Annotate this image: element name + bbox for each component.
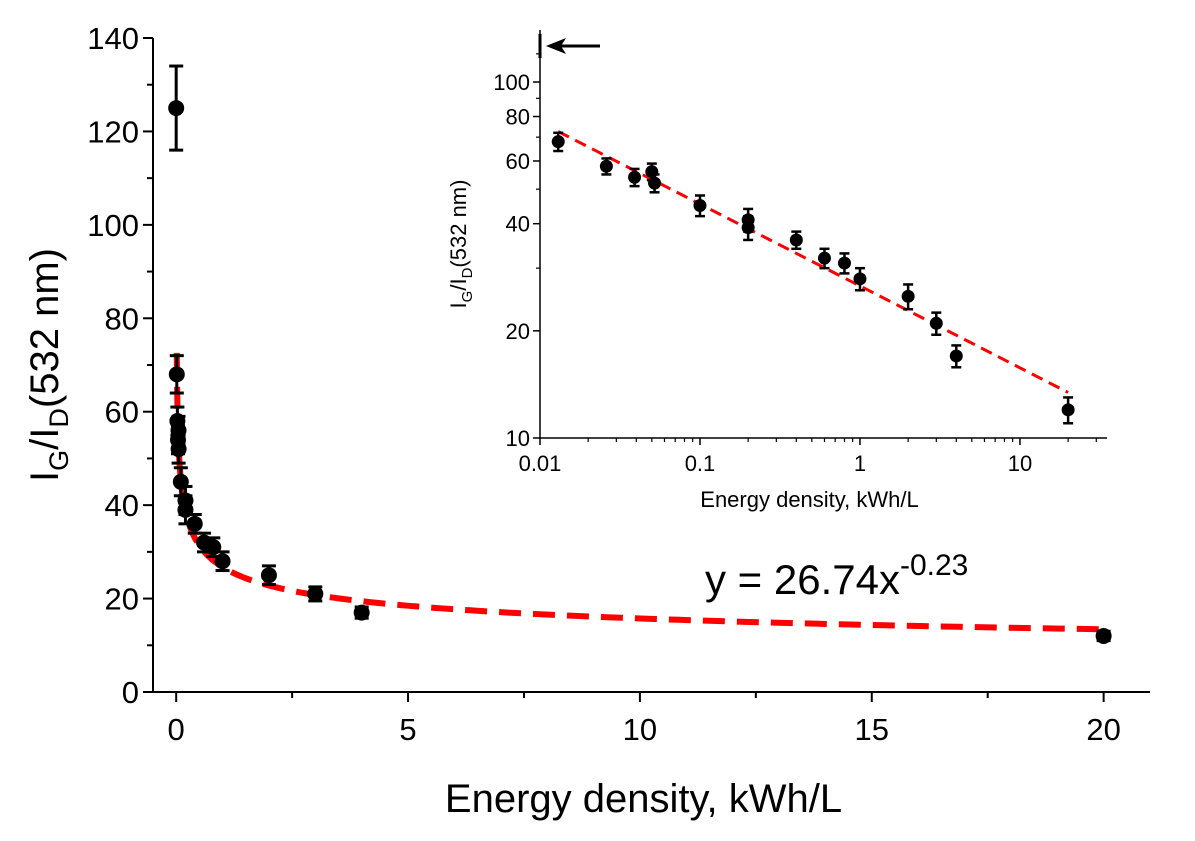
data-point-inset	[551, 135, 565, 149]
y-tick-label-inset: 20	[506, 319, 530, 344]
data-point-inset	[949, 349, 963, 363]
x-tick-label-main: 20	[1086, 712, 1120, 747]
fit-line-inset	[557, 130, 1069, 394]
y-tick-label-inset: 80	[506, 105, 530, 130]
y-title-part: /I	[23, 428, 67, 450]
x-tick-label-main: 10	[623, 712, 657, 747]
data-point-main	[186, 515, 203, 532]
y-tick-label-main: 100	[87, 208, 139, 243]
x-axis-title-main: Energy density, kWh/L	[445, 777, 842, 821]
y-tick-label-main: 80	[105, 301, 139, 336]
y-title-part: (532 nm)	[446, 180, 471, 268]
y-title-subscript: G	[459, 291, 476, 303]
data-point-inset	[929, 316, 943, 330]
y-title-subscript: D	[459, 267, 476, 278]
x-axis-title-inset: Energy density, kWh/L	[700, 487, 918, 512]
y-title-part: /I	[446, 278, 471, 290]
y-title-subscript: G	[44, 450, 74, 471]
data-point-inset	[645, 165, 659, 179]
data-point-inset	[901, 289, 915, 303]
y-axis-title-main: IG/ID(532 nm)	[23, 248, 74, 482]
equation-base: y = 26.74x	[705, 556, 900, 603]
y-tick-label-main: 0	[122, 675, 139, 710]
y-tick-label-inset: 40	[506, 212, 530, 237]
y-tick-label-main: 60	[105, 395, 139, 430]
data-point-inset	[648, 176, 662, 190]
y-tick-label-inset: 100	[493, 70, 530, 95]
y-tick-label-main: 20	[105, 582, 139, 617]
y-title-part: (532 nm)	[23, 248, 67, 408]
x-tick-label-inset: 1	[854, 451, 866, 476]
x-tick-label-inset: 0.01	[519, 451, 562, 476]
data-point-inset	[817, 251, 831, 265]
data-point-inset	[1061, 403, 1075, 417]
fit-equation: y = 26.74x-0.23	[705, 549, 968, 603]
y-tick-label-main: 120	[87, 114, 139, 149]
data-point-main	[307, 585, 324, 602]
data-point-inset	[599, 159, 613, 173]
data-point-main	[214, 553, 231, 570]
data-point-main	[353, 604, 370, 621]
y-title-part: I	[23, 471, 67, 482]
x-tick-label-inset: 0.1	[685, 451, 716, 476]
data-point-inset	[837, 256, 851, 270]
data-point-main	[168, 366, 185, 383]
data-point-inset	[789, 233, 803, 247]
y-tick-label-inset: 10	[506, 426, 530, 451]
y-axis-title-inset: IG/ID(532 nm)	[446, 180, 476, 309]
equation-exponent: -0.23	[900, 549, 968, 582]
x-tick-label-main: 15	[855, 712, 889, 747]
data-point-main	[177, 492, 194, 509]
x-tick-label-main: 5	[399, 712, 416, 747]
inset-plot: 0.01 0.1 1 10 10 20 40 60 80 100 Energy density, k…	[446, 30, 1107, 512]
y-tick-label-main: 140	[87, 21, 139, 56]
data-point-main	[1095, 627, 1112, 644]
y-title-subscript: D	[44, 408, 74, 428]
data-point-inset	[853, 272, 867, 286]
x-tick-label-inset: 10	[1008, 451, 1032, 476]
data-point-main	[168, 100, 185, 117]
x-tick-label-main: 0	[168, 712, 185, 747]
data-point-inset	[693, 198, 707, 212]
arrow-head-inset	[546, 38, 566, 54]
y-tick-label-inset: 60	[506, 149, 530, 174]
y-title-part: I	[446, 302, 471, 308]
data-point-inset	[628, 170, 642, 184]
data-point-main	[170, 441, 187, 458]
data-point-inset	[741, 213, 755, 227]
data-point-main	[260, 567, 277, 584]
y-tick-label-main: 40	[105, 488, 139, 523]
